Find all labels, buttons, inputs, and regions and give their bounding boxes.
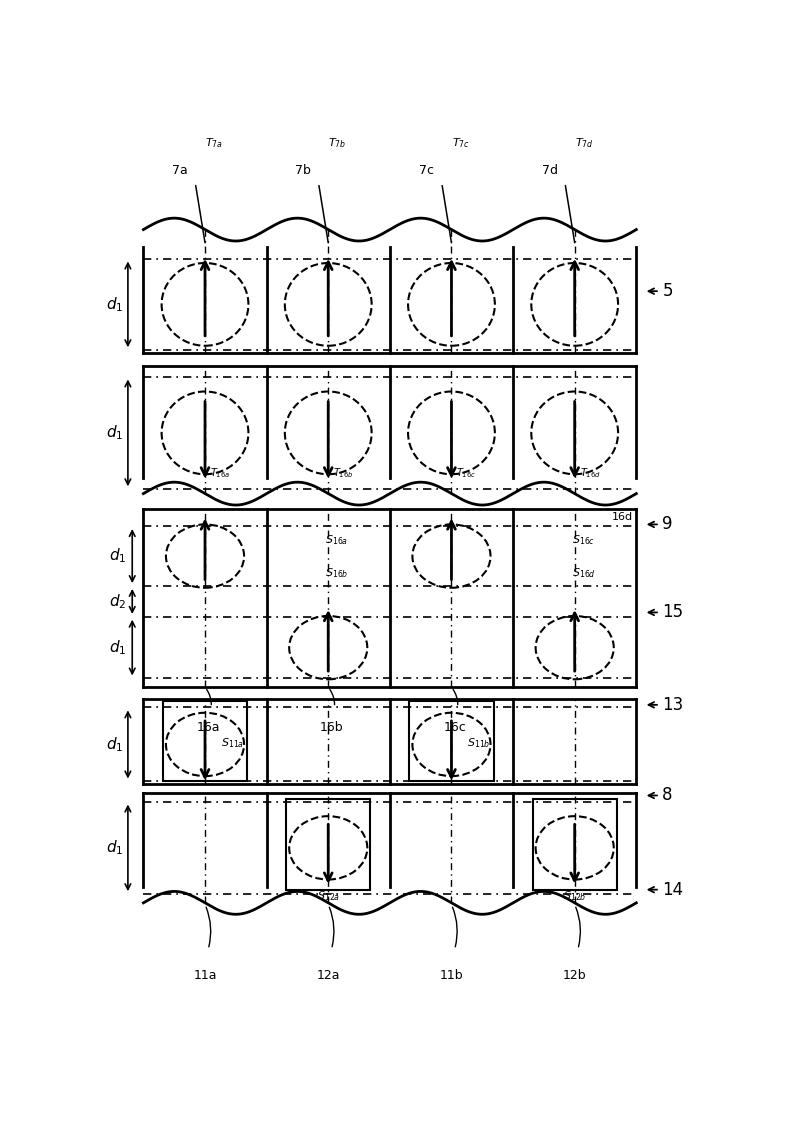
Text: $d_1$: $d_1$ — [109, 546, 126, 566]
Text: $T_{16d}$: $T_{16d}$ — [580, 466, 601, 480]
Text: $S_{16b}$: $S_{16b}$ — [325, 567, 349, 581]
Text: $T_{16c}$: $T_{16c}$ — [457, 466, 477, 480]
Text: 16c: 16c — [443, 721, 466, 734]
Text: $T_{16b}$: $T_{16b}$ — [333, 466, 354, 480]
Text: $S_{12a}$: $S_{12a}$ — [317, 889, 340, 903]
Text: $T_{16a}$: $T_{16a}$ — [210, 466, 230, 480]
Text: $T_{7d}$: $T_{7d}$ — [574, 136, 594, 151]
Text: 16d: 16d — [612, 512, 633, 521]
Text: 16b: 16b — [319, 721, 343, 734]
Text: 12a: 12a — [317, 969, 340, 982]
Text: 5: 5 — [662, 282, 673, 301]
Text: 15: 15 — [662, 604, 683, 622]
Text: $T_{7a}$: $T_{7a}$ — [206, 136, 223, 151]
Text: 7d: 7d — [542, 163, 558, 177]
Text: $d_2$: $d_2$ — [109, 592, 126, 610]
Text: 12b: 12b — [563, 969, 586, 982]
Text: $T_{7b}$: $T_{7b}$ — [328, 136, 346, 151]
Text: $d_1$: $d_1$ — [109, 638, 126, 657]
Text: $d_1$: $d_1$ — [106, 735, 123, 753]
Bar — [533, 799, 617, 889]
Text: 13: 13 — [662, 696, 683, 714]
Text: $S_{12b}$: $S_{12b}$ — [563, 889, 586, 903]
Bar — [286, 799, 370, 889]
Text: $S_{16a}$: $S_{16a}$ — [325, 534, 348, 547]
Text: 11a: 11a — [194, 969, 217, 982]
Bar — [163, 702, 247, 782]
Text: $S_{11b}$: $S_{11b}$ — [467, 736, 490, 750]
Text: 7c: 7c — [419, 163, 434, 177]
Text: $T_{7c}$: $T_{7c}$ — [452, 136, 470, 151]
Text: $S_{11a}$: $S_{11a}$ — [221, 736, 244, 750]
Text: 11b: 11b — [440, 969, 463, 982]
Text: $d_1$: $d_1$ — [106, 839, 123, 857]
Bar — [410, 702, 494, 782]
Text: 16a: 16a — [196, 721, 220, 734]
Text: $S_{16c}$: $S_{16c}$ — [571, 534, 594, 547]
Text: 8: 8 — [662, 786, 673, 805]
Text: $d_1$: $d_1$ — [106, 424, 123, 442]
Text: 7b: 7b — [295, 163, 311, 177]
Text: 9: 9 — [662, 515, 673, 534]
Text: $S_{16d}$: $S_{16d}$ — [571, 567, 595, 581]
Text: $d_1$: $d_1$ — [106, 295, 123, 313]
Text: 14: 14 — [662, 880, 683, 898]
Text: 7a: 7a — [172, 163, 188, 177]
